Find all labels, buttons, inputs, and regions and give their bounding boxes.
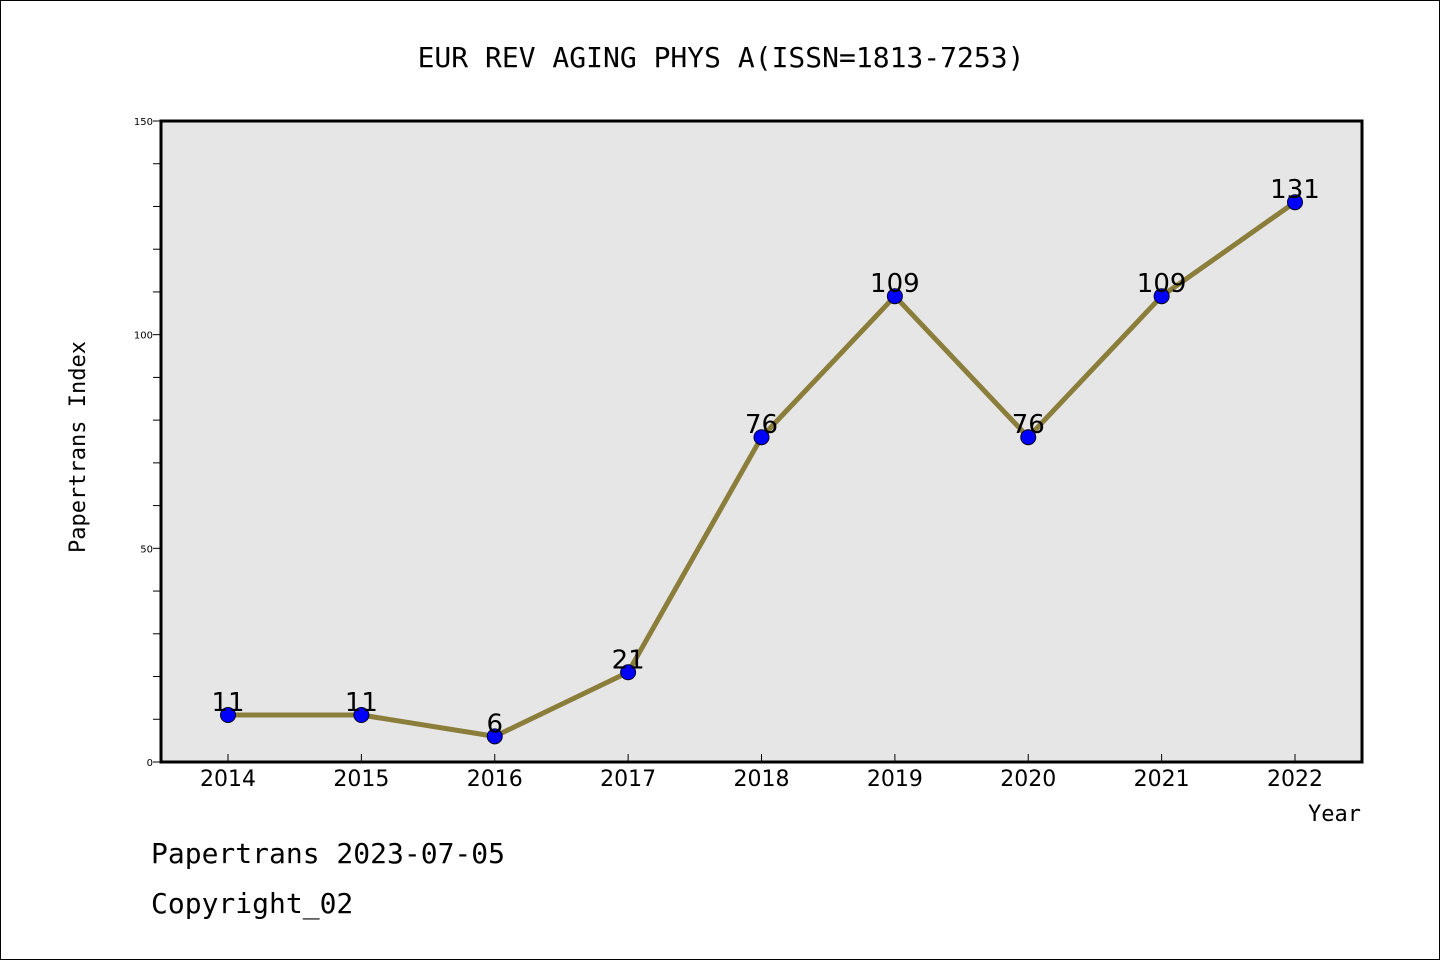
data-label: 76 [745,410,778,440]
y-tick-label: 100 [134,331,153,342]
chart-title: EUR REV AGING PHYS A(ISSN=1813-7253) [418,41,1025,74]
data-label: 11 [345,688,378,718]
data-label: 21 [612,645,645,675]
x-tick-label: 2014 [200,767,256,792]
data-label: 109 [1137,269,1187,299]
series-layer: 11 11 6 21 76 109 76 109 131 [211,175,1320,745]
y-tick-label: 150 [134,117,153,128]
y-tick-label: 0 [147,758,153,769]
data-point [353,706,370,723]
x-tick-label: 2016 [467,767,523,792]
data-point [486,728,503,745]
x-tick-label: 2020 [1000,767,1056,792]
y-tick-label: 50 [140,544,153,555]
data-point [220,706,236,723]
data-point [1153,288,1170,305]
x-tick-label: 2019 [867,767,923,792]
data-label: 76 [1012,410,1045,440]
x-tick-label: 2022 [1267,767,1323,792]
footer-copyright: Copyright_02 [151,887,354,920]
data-point [620,664,637,681]
data-label: 6 [486,709,503,739]
x-tick-label: 2021 [1134,767,1190,792]
x-tick-label: 2015 [333,767,389,792]
data-label: 109 [870,269,920,299]
data-point [1020,429,1037,446]
data-point [886,288,903,305]
x-axis-title: Year [1308,802,1361,827]
data-point [753,429,770,446]
data-label: 11 [211,688,244,718]
footer-date: Papertrans 2023-07-05 [151,837,506,870]
x-tick-label: 2018 [734,767,790,792]
x-axis: 2014 2015 2016 2017 2018 2019 2020 2021 2022 [200,754,1323,792]
x-tick-label: 2017 [600,767,656,792]
data-point [1287,194,1303,211]
y-axis: 0 50 100 150 [134,117,161,769]
data-label: 131 [1270,175,1320,205]
y-axis-title: Papertrans Index [66,341,91,553]
